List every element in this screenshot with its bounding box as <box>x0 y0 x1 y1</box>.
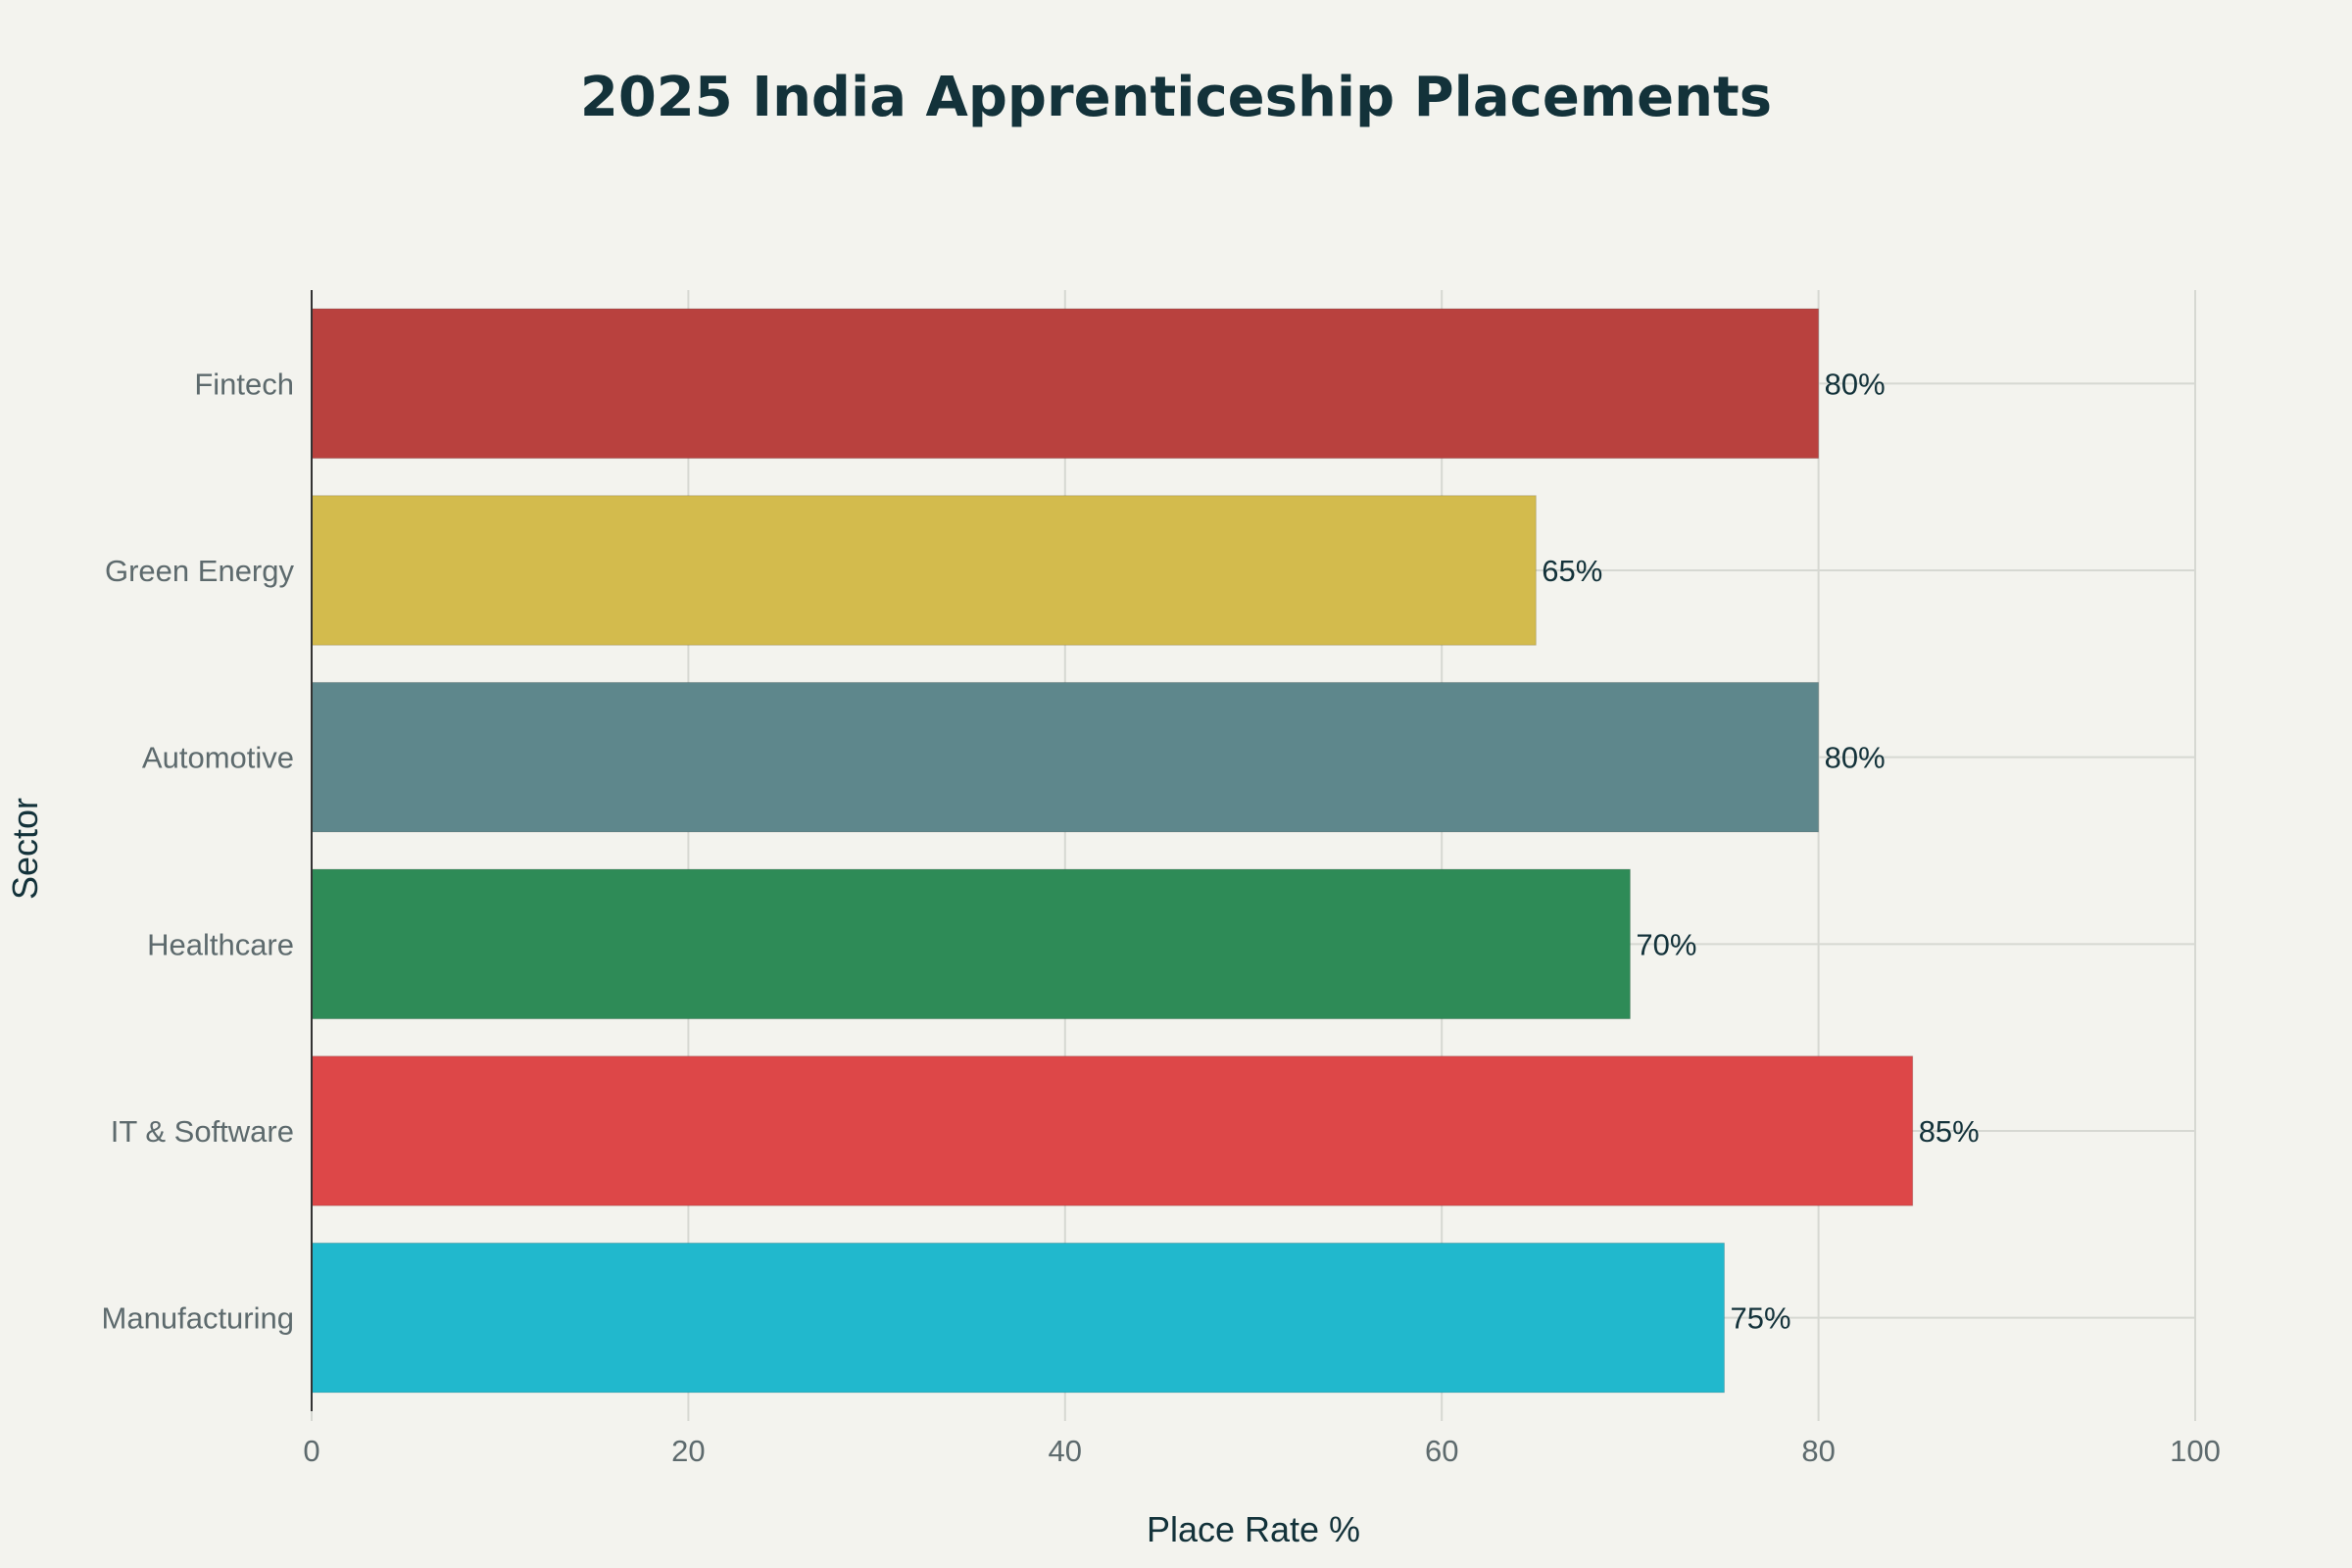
x-axis-ticks: 0 20 40 60 80 100 <box>303 1411 2221 1468</box>
bar-it-software[interactable] <box>311 1055 1914 1206</box>
chart-title: 2025 India Apprenticeship Placements <box>580 66 1772 129</box>
bar-healthcare[interactable] <box>311 868 1631 1020</box>
bar-manufacturing[interactable] <box>311 1242 1725 1394</box>
x-tick-label: 20 <box>671 1434 705 1468</box>
y-category-label: Healthcare <box>147 927 294 961</box>
y-category-label: IT & Software <box>111 1114 294 1149</box>
y-category-label: Fintech <box>194 367 294 401</box>
y-axis-categories: Manufacturing IT & Software Healthcare Auto… <box>102 367 295 1335</box>
bar-data-label: 65% <box>1542 554 1602 588</box>
bar-data-label: 70% <box>1636 927 1696 961</box>
bar-data-label: 80% <box>1825 367 1886 401</box>
x-tick-label: 0 <box>303 1434 319 1468</box>
x-tick-label: 100 <box>2170 1434 2221 1468</box>
bar-data-label: 80% <box>1825 741 1886 775</box>
bar-data-label: 75% <box>1731 1301 1791 1336</box>
data-labels: 75% 85% 70% 80% 65% 80% <box>1542 367 1979 1335</box>
x-axis-title: Place Rate % <box>1147 1509 1360 1549</box>
bar-data-label: 85% <box>1919 1114 1980 1149</box>
bars <box>311 308 1914 1394</box>
y-category-label: Green Energy <box>105 554 294 588</box>
bar-automotive[interactable] <box>311 681 1820 833</box>
x-tick-label: 40 <box>1049 1434 1082 1468</box>
x-tick-label: 80 <box>1801 1434 1835 1468</box>
x-tick-label: 60 <box>1425 1434 1458 1468</box>
bar-green-energy[interactable] <box>311 495 1537 646</box>
y-category-label: Manufacturing <box>102 1301 294 1336</box>
y-axis-title: Sector <box>5 798 45 900</box>
bar-fintech[interactable] <box>311 308 1820 460</box>
y-category-label: Automotive <box>142 741 294 775</box>
